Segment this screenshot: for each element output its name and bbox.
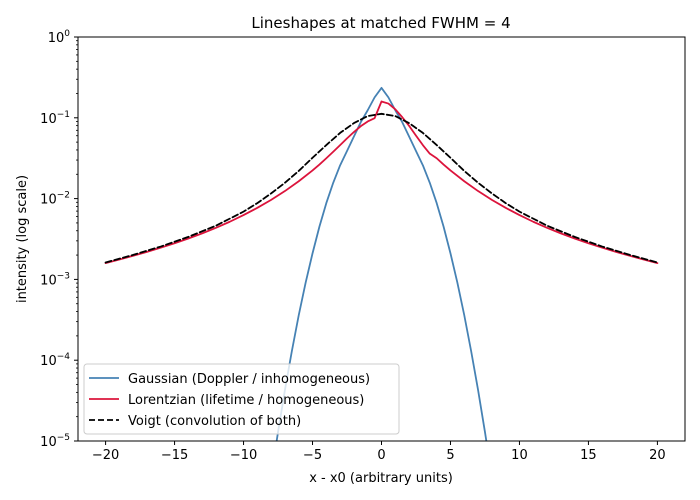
y-tick-label: 10−4 — [40, 352, 70, 369]
x-tick-label: −10 — [230, 448, 257, 463]
plot-lines — [104, 86, 659, 441]
series-line-1 — [275, 86, 488, 441]
x-tick-label: 15 — [580, 448, 597, 463]
x-tick-label: 20 — [649, 448, 666, 463]
series-line-3 — [104, 112, 659, 264]
x-tick-label: −15 — [161, 448, 188, 463]
y-axis-label: intensity (log scale) — [15, 175, 30, 303]
legend-box — [83, 363, 400, 435]
legend: Gaussian (Doppler / inhomogeneous) Lorent… — [83, 363, 400, 435]
y-tick-label: 10−1 — [40, 110, 70, 127]
legend-label-2: Lorentzian (lifetime / homogeneous) — [128, 393, 364, 408]
x-axis-ticks: −20 −15 −10 −5 0 5 10 15 20 — [92, 441, 666, 463]
chart-title: Lineshapes at matched FWHM = 4 — [251, 14, 510, 32]
y-tick-label: 10−3 — [40, 271, 70, 288]
x-tick-label: −5 — [303, 448, 322, 463]
x-tick-label: 5 — [446, 448, 454, 463]
x-tick-label: 10 — [511, 448, 528, 463]
y-tick-label: 10−2 — [40, 191, 70, 208]
y-tick-label: 100 — [48, 29, 71, 46]
legend-label-3: Voigt (convolution of both) — [128, 414, 301, 429]
y-axis-ticks: 10−5 10−4 10−3 10−2 10−1 100 — [40, 29, 78, 450]
legend-label-1: Gaussian (Doppler / inhomogeneous) — [128, 372, 370, 387]
y-tick-label: 10−5 — [40, 433, 70, 450]
x-tick-label: 0 — [377, 448, 385, 463]
series-line-2 — [104, 100, 659, 265]
x-axis-label: x - x0 (arbitrary units) — [309, 471, 453, 486]
x-tick-label: −20 — [92, 448, 119, 463]
